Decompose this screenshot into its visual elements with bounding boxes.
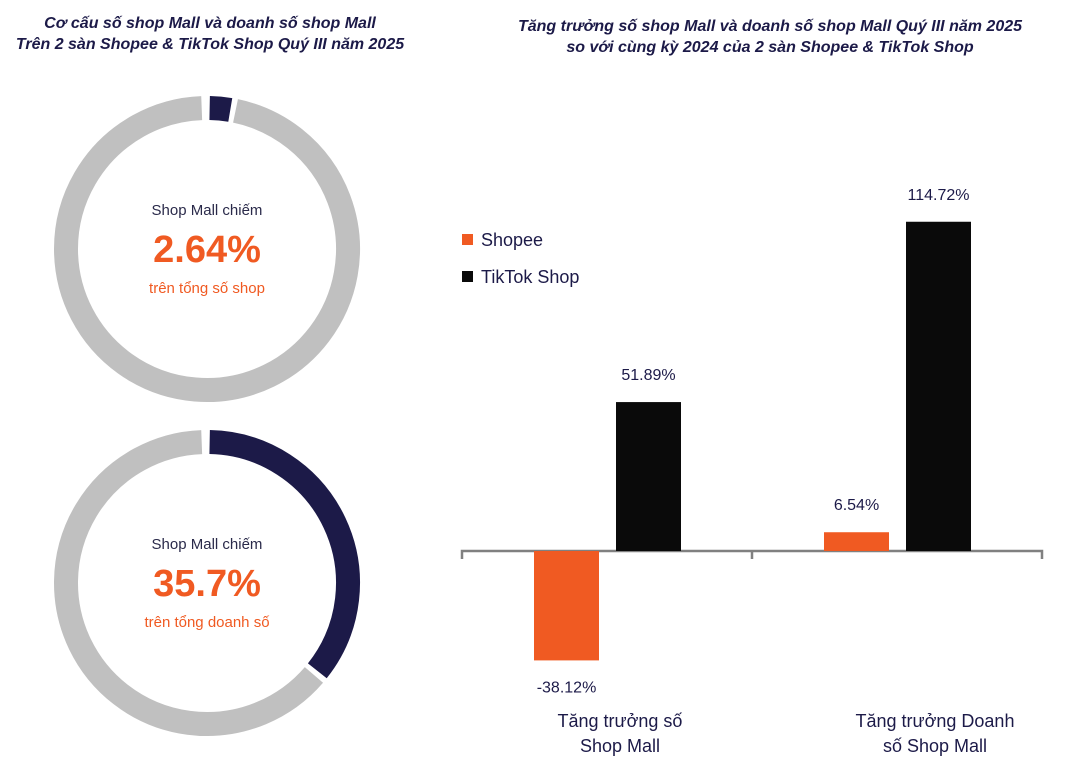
data-label: 51.89% [621, 367, 675, 384]
right-title-line2: so với cùng kỳ 2024 của 2 sàn Shopee & T… [566, 39, 974, 56]
donut-value-label: 2.64% [153, 229, 261, 271]
legend-label: TikTok Shop [481, 267, 579, 287]
legend-swatch-0 [462, 234, 473, 245]
bar-shopee [824, 532, 889, 551]
category-label: số Shop Mall [883, 736, 987, 756]
legend-swatch-1 [462, 271, 473, 282]
donut-caption-top: Shop Mall chiếm [152, 536, 263, 553]
category-label: Tăng trưởng Doanh [856, 711, 1015, 731]
legend-label: Shopee [481, 230, 543, 250]
bar-tiktok-shop [906, 221, 971, 551]
left-title: Cơ cấu số shop Mall và doanh số shop Mal… [0, 13, 420, 55]
bar-tiktok-shop [616, 402, 681, 551]
right-title: Tăng trưởng số shop Mall và doanh số sho… [470, 16, 1070, 58]
right-title-line1: Tăng trưởng số shop Mall và doanh số sho… [517, 18, 1023, 35]
donut-slice-shop-mall [209, 430, 360, 679]
donut-slice-shop-mall [209, 96, 233, 122]
donut-slice-rest [54, 96, 360, 402]
left-title-line1: Cơ cấu số shop Mall và doanh số shop Mal… [44, 15, 376, 32]
data-label: 6.54% [834, 497, 879, 514]
x-axis [460, 549, 1044, 559]
bar-shopee [534, 551, 599, 661]
donut-caption-top: Shop Mall chiếm [152, 202, 263, 219]
donut-caption-bottom: trên tổng số shop [149, 280, 265, 297]
category-label: Tăng trưởng số [558, 711, 683, 731]
left-title-line2: Trên 2 sàn Shopee & TikTok Shop Quý III … [15, 36, 405, 53]
data-label: -38.12% [537, 679, 597, 696]
donut-value-label: 35.7% [153, 563, 261, 605]
donut-caption-bottom: trên tổng doanh số [144, 614, 270, 631]
data-label: 114.72% [908, 187, 970, 204]
donut-slice-rest [54, 430, 324, 736]
category-label: Shop Mall [580, 736, 660, 756]
